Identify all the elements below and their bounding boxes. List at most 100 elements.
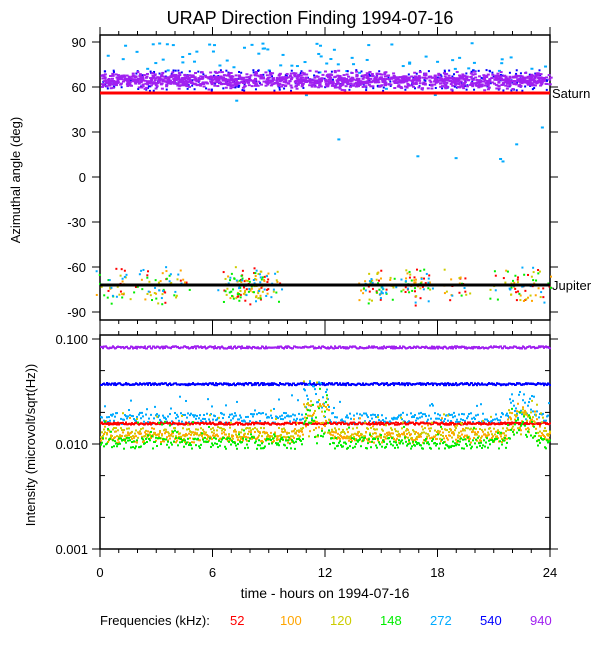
data-point (254, 71, 258, 74)
data-point (451, 413, 453, 416)
data-point (105, 345, 107, 348)
data-point (415, 346, 417, 349)
data-point (231, 84, 235, 87)
data-point (430, 417, 432, 420)
data-point (329, 58, 333, 61)
data-point (523, 77, 527, 80)
data-point (299, 72, 302, 75)
data-point (413, 281, 416, 284)
data-point (477, 413, 479, 416)
data-point (510, 293, 513, 296)
data-point (348, 88, 351, 91)
data-point (484, 84, 488, 87)
data-point (335, 431, 337, 434)
data-point (448, 80, 452, 83)
data-point (211, 405, 213, 408)
data-point (175, 417, 177, 420)
data-point (279, 415, 281, 418)
data-point (535, 72, 539, 75)
x-tick-label: 6 (209, 565, 216, 580)
data-point (239, 345, 241, 348)
data-point (278, 72, 282, 75)
data-point (211, 50, 215, 53)
data-point (191, 345, 193, 348)
data-point (357, 432, 359, 435)
data-point (163, 80, 167, 83)
data-point (276, 280, 279, 283)
data-point (386, 74, 390, 77)
data-point (392, 432, 394, 435)
data-point (275, 291, 278, 294)
data-point (252, 71, 255, 74)
data-point (460, 294, 463, 297)
data-point (101, 431, 103, 434)
data-point (181, 415, 183, 418)
data-point (109, 419, 111, 422)
data-point (254, 426, 256, 429)
data-point (442, 347, 444, 350)
data-point (258, 411, 260, 414)
data-point (207, 77, 211, 80)
data-point (372, 425, 374, 428)
data-point (238, 292, 241, 295)
data-point (215, 382, 217, 385)
data-point (242, 76, 246, 79)
data-point (390, 435, 392, 438)
data-point (465, 76, 469, 79)
data-point (425, 415, 427, 418)
data-point (511, 427, 513, 430)
data-point (538, 434, 540, 437)
data-point (397, 421, 399, 424)
data-point (207, 88, 211, 91)
data-point (119, 82, 123, 85)
data-point (343, 78, 347, 81)
data-point (181, 78, 185, 81)
data-point (298, 430, 300, 433)
data-point (216, 85, 220, 88)
data-point (136, 347, 138, 350)
data-point (111, 86, 115, 89)
data-point (404, 384, 406, 387)
data-point (336, 74, 340, 77)
data-point (155, 414, 157, 417)
data-point (421, 425, 423, 428)
data-point (113, 81, 117, 84)
data-point (212, 421, 214, 424)
data-point (241, 345, 243, 348)
data-point (141, 435, 143, 438)
data-point (504, 84, 508, 87)
data-point (128, 434, 130, 437)
data-point (368, 280, 371, 283)
data-point (170, 347, 172, 350)
data-point (328, 82, 332, 85)
data-point (531, 395, 533, 398)
data-point (188, 85, 192, 88)
data-point (473, 416, 475, 419)
data-point (438, 422, 440, 425)
data-point (375, 75, 379, 78)
data-point (101, 77, 105, 80)
data-point (126, 434, 128, 437)
data-point (438, 417, 440, 420)
data-point (419, 297, 422, 300)
data-point (272, 78, 276, 81)
data-point (397, 84, 401, 87)
data-point (313, 385, 315, 388)
data-point (120, 417, 122, 420)
data-point (524, 401, 526, 404)
data-point (448, 384, 450, 387)
data-point (188, 52, 192, 55)
data-point (491, 433, 493, 436)
data-point (531, 83, 535, 86)
data-point (188, 288, 191, 291)
data-point (261, 42, 265, 45)
data-point (351, 422, 353, 425)
data-point (439, 437, 441, 440)
data-point (344, 85, 348, 88)
data-point (169, 382, 171, 385)
data-point (415, 72, 418, 75)
data-point (380, 290, 383, 293)
data-point (333, 69, 337, 72)
data-point (328, 418, 330, 421)
data-point (288, 80, 292, 83)
